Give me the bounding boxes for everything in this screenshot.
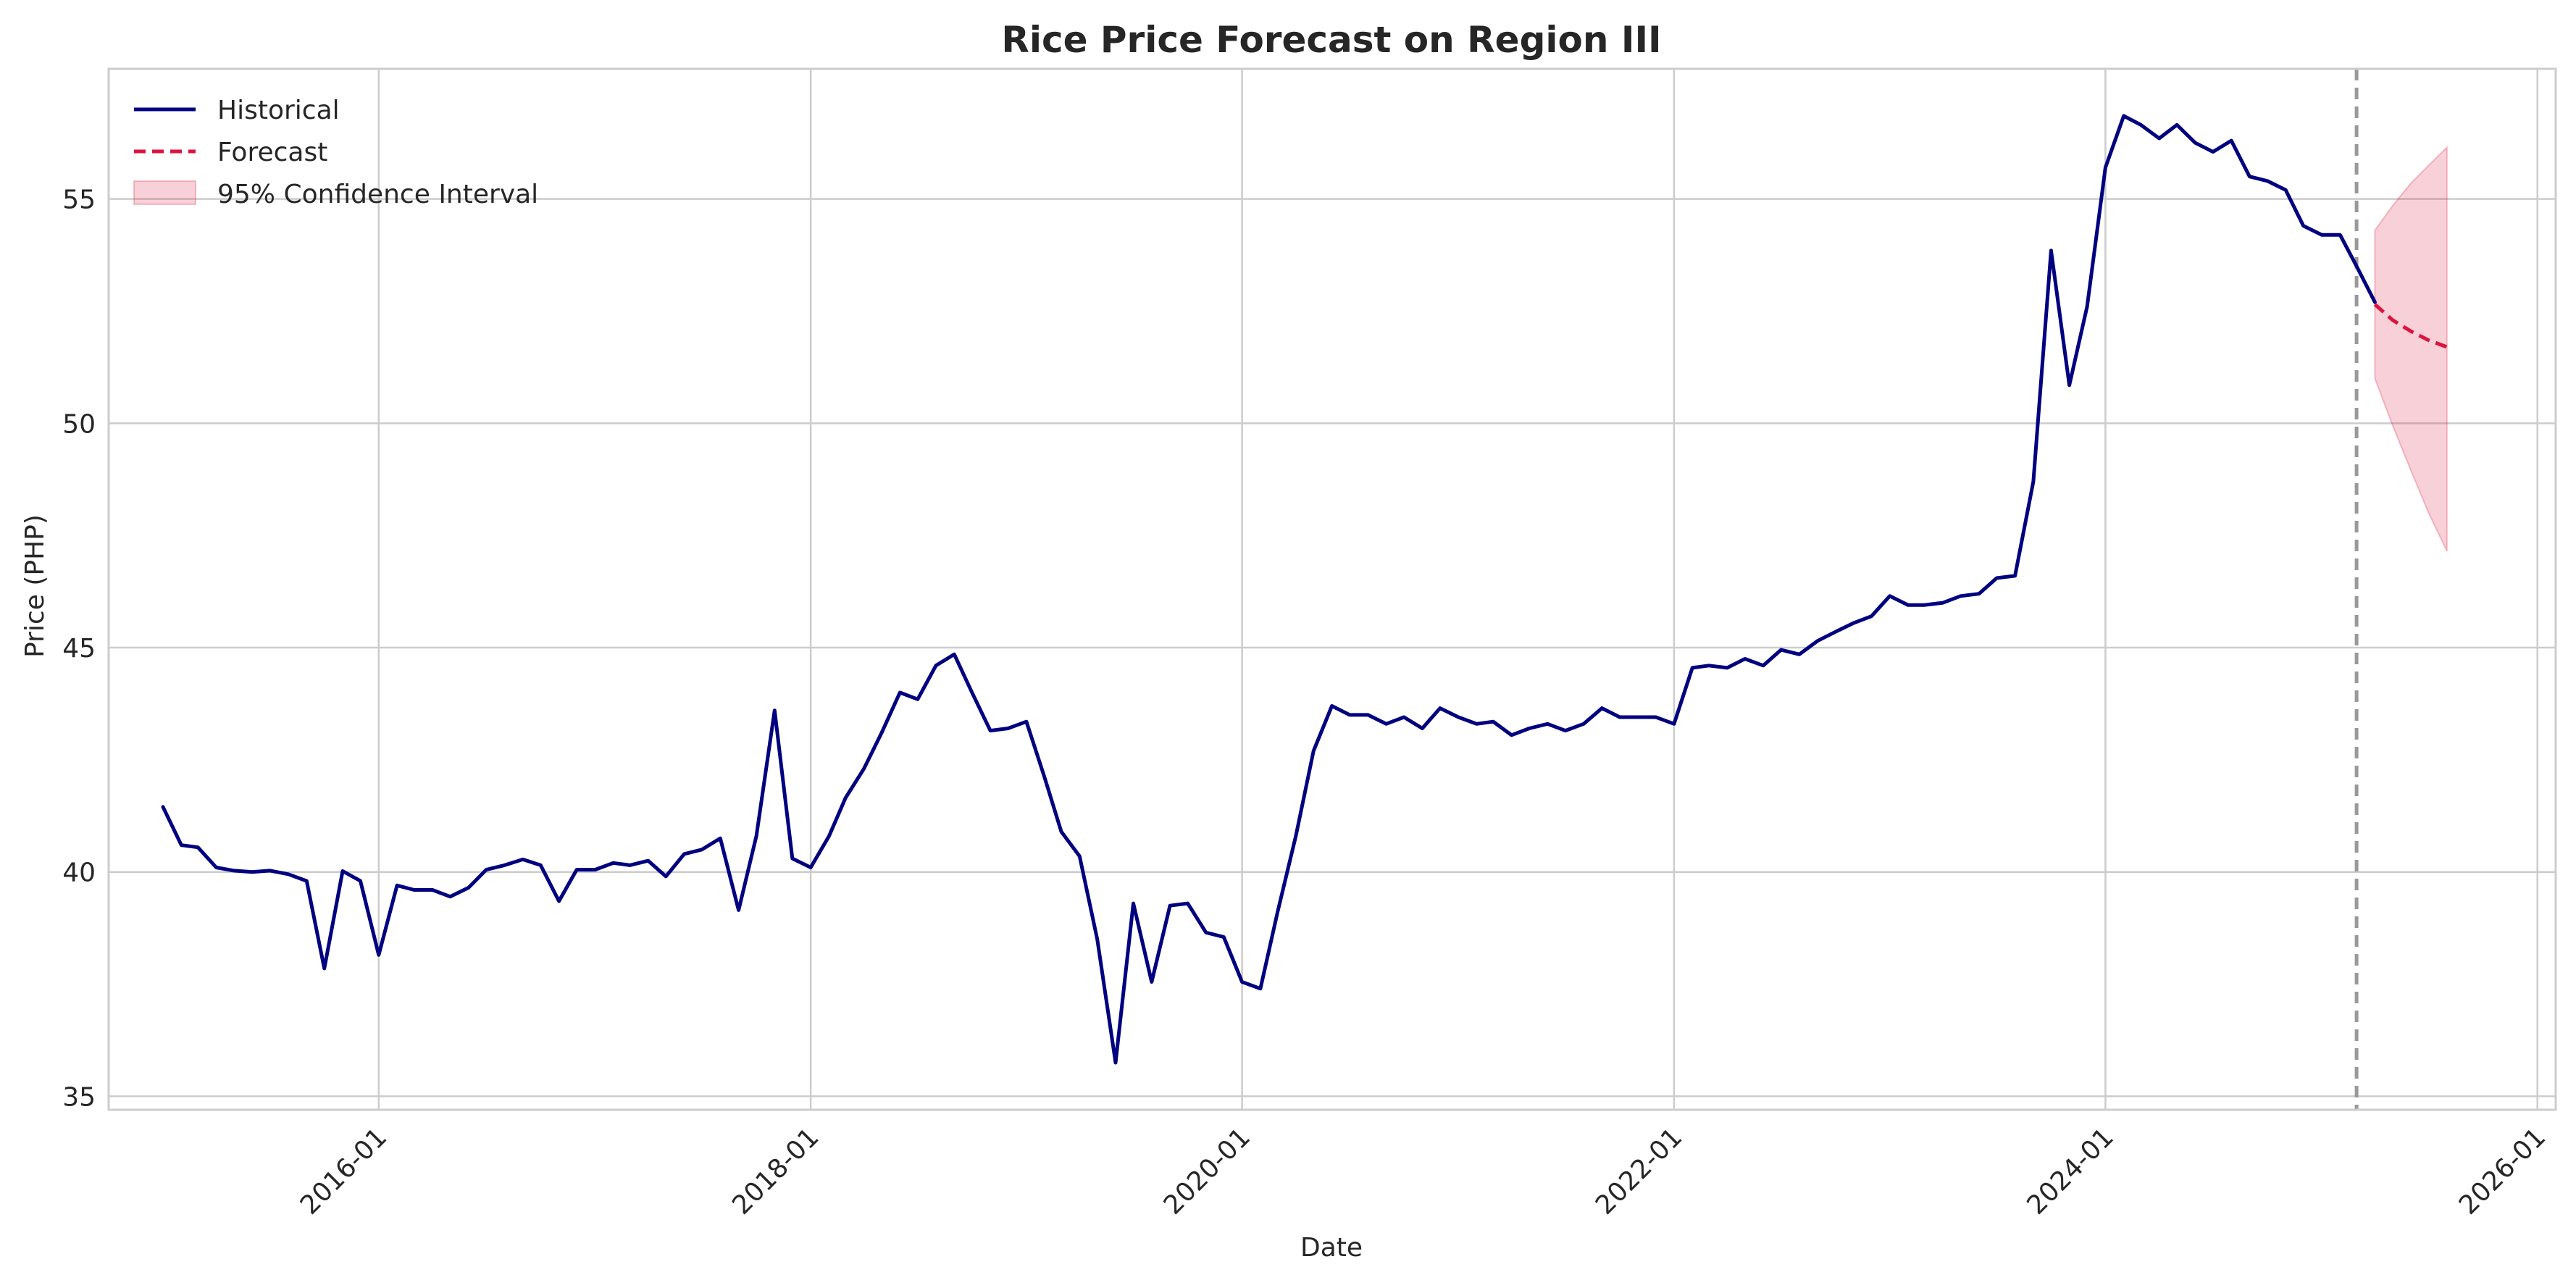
grid (109, 69, 2556, 1110)
forecast-line (2373, 303, 2448, 349)
y-tick-label: 50 (62, 409, 96, 439)
legend: Historical Forecast 95% Confidence Inter… (133, 96, 538, 209)
legend-historical-label: Historical (217, 96, 340, 125)
plot-frame (107, 67, 2557, 1111)
y-tick-label: 35 (62, 1082, 96, 1112)
legend-forecast-label: Forecast (217, 138, 327, 167)
chart-title: Rice Price Forecast on Region III (1001, 19, 1661, 61)
historical-line (161, 114, 2377, 1065)
y-tick-label: 55 (62, 185, 96, 215)
y-tick-label: 45 (62, 634, 96, 664)
plot-series (161, 69, 2448, 1110)
confidence-interval-band (2374, 146, 2448, 552)
y-axis-label: Price (PHP) (20, 514, 50, 658)
x-axis-label: Date (1300, 1233, 1363, 1263)
y-tick-label: 40 (62, 858, 96, 888)
legend-confidence-swatch (133, 180, 196, 205)
legend-confidence-label: 95% Confidence Interval (217, 180, 538, 209)
